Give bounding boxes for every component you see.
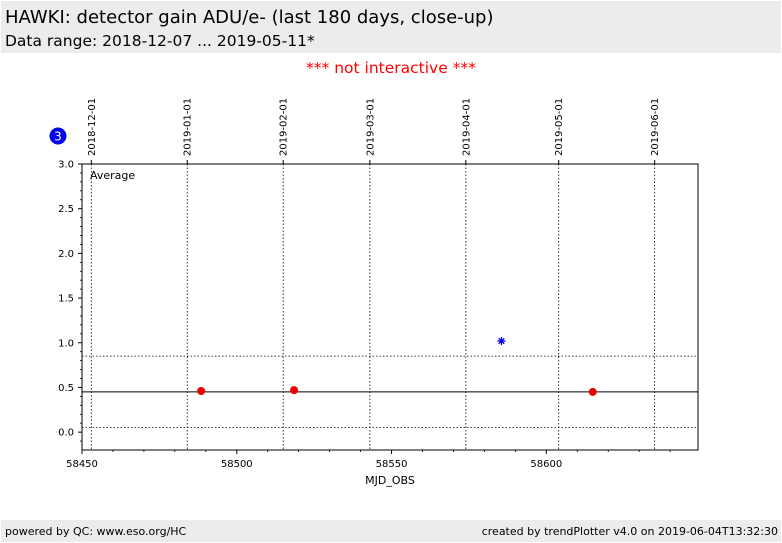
date-tick-label: 2019-04-01 [461,98,472,156]
footer-bar: powered by QC: www.eso.org/HC created by… [1,520,781,542]
x-axis-label: MJD_OBS [365,474,415,487]
x-tick-label: 58600 [530,459,562,470]
data-point [588,387,597,396]
footer-generator: created by trendPlotter v4.0 on 2019-06-… [481,525,778,538]
badge-label: 3 [54,130,62,144]
x-tick-label: 58450 [66,459,98,470]
y-tick-label: 1.5 [58,294,74,305]
y-tick-label: 2.0 [58,249,74,260]
reference-lines [82,355,698,429]
data-range-subtitle: Data range: 2018-12-07 ... 2019-05-11* [5,32,315,50]
data-points [197,336,597,396]
group-badge: 3 [49,127,67,145]
data-point [197,387,206,396]
y-tick-label: 0.5 [58,383,74,394]
y-tick-label: 2.5 [58,204,74,215]
date-tick-label: 2019-06-01 [650,98,661,156]
date-tick-label: 2019-05-01 [554,98,565,156]
chart-grid [90,164,656,450]
y-axis: 0.0 0.5 1.0 1.5 2.0 2.5 3.0 [58,160,82,442]
x-axis: 58450 58500 58550 58600 [66,450,671,470]
y-tick-label: 0.0 [58,428,74,439]
average-annotation: Average [90,169,135,182]
page-title: HAWKI: detector gain ADU/e- (last 180 da… [5,7,494,28]
x-tick-label: 58550 [376,459,408,470]
plot-frame [81,163,699,451]
header-bar: HAWKI: detector gain ADU/e- (last 180 da… [1,1,781,53]
data-point [290,386,299,395]
date-tick-label: 2019-01-01 [183,98,194,156]
footer-credit: powered by QC: www.eso.org/HC [5,525,187,538]
badge-circle [49,127,67,145]
date-tick-label: 2018-12-01 [87,98,98,156]
top-date-axis: 2018-12-01 2019-01-01 2019-02-01 2019-03-01… [87,98,661,164]
date-tick-label: 2019-02-01 [279,98,290,156]
y-tick-label: 1.0 [58,338,74,349]
y-tick-label: 3.0 [58,160,74,171]
date-tick-label: 2019-03-01 [365,98,376,156]
data-point-asterisk [497,336,506,345]
x-tick-label: 58500 [221,459,253,470]
not-interactive-notice: *** not interactive *** [306,59,476,77]
